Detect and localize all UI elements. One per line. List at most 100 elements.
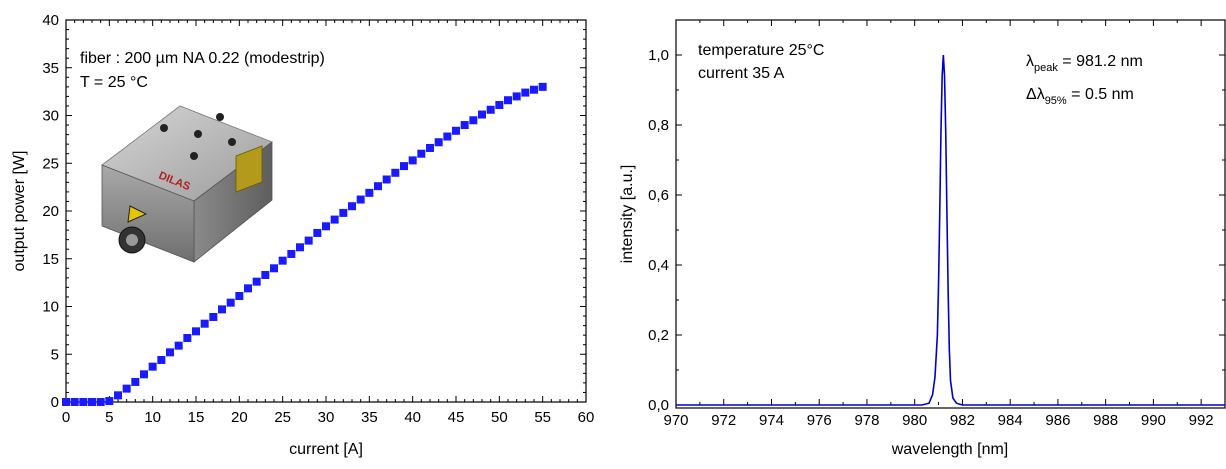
data-point	[166, 348, 174, 357]
peak-symbol: λ	[1026, 53, 1034, 70]
data-point	[374, 182, 382, 191]
x-tick-label: 45	[448, 409, 465, 426]
data-point	[122, 384, 131, 393]
module-hole	[160, 124, 168, 132]
y-tick-label: 0,0	[648, 397, 669, 414]
data-point	[200, 319, 209, 328]
right-x-axis-label: wavelength [nm]	[891, 441, 1009, 458]
left-annotation-fiber: fiber : 200 µm NA 0.22 (modestrip)	[80, 50, 325, 67]
x-tick-label: 40	[404, 409, 421, 426]
data-point	[261, 270, 270, 279]
data-point	[530, 85, 538, 94]
y-tick-label: 10	[42, 299, 59, 316]
data-point	[183, 334, 192, 343]
x-tick-label: 25	[274, 409, 291, 426]
data-point	[88, 398, 96, 406]
y-tick-label: 40	[42, 12, 59, 29]
bandwidth-symbol: Δλ	[1026, 86, 1045, 103]
data-point	[244, 284, 252, 293]
x-tick-label: 15	[188, 409, 205, 426]
data-point	[400, 162, 408, 171]
peak-wavelength-annotation: λpeak = 981.2 nm	[1026, 53, 1143, 74]
data-point	[330, 215, 339, 224]
y-tick-label: 0,4	[648, 257, 669, 274]
data-point	[209, 313, 218, 322]
left-chart: 0 5 10 15 20 25 30 35 40 45 50 55 60 0 5 10 15 20 25 30 35 40…	[11, 12, 594, 458]
x-tick-label: 60	[578, 409, 595, 426]
left-series-points	[62, 82, 547, 406]
data-point	[218, 305, 226, 314]
data-point	[192, 327, 200, 336]
x-tick-label: 990	[1141, 412, 1166, 429]
left-y-axis-label: output power [W]	[11, 151, 28, 272]
data-point	[226, 298, 235, 307]
data-point	[486, 105, 495, 114]
right-annotation-temperature: temperature 25°C	[698, 42, 824, 59]
data-point	[391, 168, 400, 177]
x-tick-label: 50	[491, 409, 508, 426]
data-point	[408, 156, 417, 165]
y-tick-label: 35	[42, 60, 59, 77]
module-hole	[190, 152, 198, 160]
right-plot-frame	[675, 19, 1226, 409]
data-point	[417, 149, 426, 158]
right-axis-ticks: 970 972 974 976 978 980 982 984 986 988 990 992 0,0 0…	[648, 20, 1225, 429]
laser-module-photo: DILAS	[101, 105, 273, 263]
data-point	[304, 236, 313, 245]
x-tick-label: 988	[1093, 412, 1118, 429]
data-point	[62, 398, 70, 406]
y-tick-label: 1,0	[648, 47, 669, 64]
right-chart: 970 972 974 976 978 980 982 984 986 988 990 992 0,0 0…	[619, 19, 1226, 458]
y-tick-label: 20	[42, 203, 59, 220]
x-tick-label: 970	[663, 412, 688, 429]
data-point	[322, 222, 330, 231]
y-tick-label: 0,8	[648, 117, 669, 134]
data-point	[96, 398, 105, 406]
bandwidth-annotation: Δλ95% = 0.5 nm	[1026, 86, 1134, 107]
y-tick-label: 5	[51, 346, 59, 363]
data-point	[70, 398, 79, 406]
right-y-axis-label: intensity [a.u.]	[619, 165, 636, 264]
data-point	[426, 143, 434, 152]
data-point	[105, 397, 114, 406]
data-point	[460, 121, 469, 130]
data-point	[296, 243, 304, 252]
x-tick-label: 982	[950, 412, 975, 429]
module-front-face	[101, 164, 195, 263]
data-point	[79, 398, 88, 406]
data-point	[504, 96, 512, 105]
data-point	[131, 377, 140, 386]
data-point	[478, 110, 486, 119]
peak-value: = 981.2 nm	[1058, 53, 1143, 70]
bandwidth-value: = 0.5 nm	[1067, 86, 1134, 103]
y-tick-label: 15	[42, 251, 59, 268]
data-point	[469, 116, 478, 125]
data-point	[140, 370, 148, 379]
x-tick-label: 20	[231, 409, 248, 426]
x-tick-label: 5	[105, 409, 113, 426]
data-point	[382, 175, 391, 184]
y-tick-label: 25	[42, 155, 59, 172]
x-tick-label: 986	[1045, 412, 1070, 429]
left-x-axis-label: current [A]	[289, 441, 363, 458]
bandwidth-subscript: 95%	[1045, 95, 1067, 107]
data-point	[365, 188, 374, 197]
data-point	[495, 100, 504, 109]
data-point	[443, 132, 452, 141]
right-annotation-current: current 35 A	[698, 65, 785, 82]
y-tick-label: 0	[51, 394, 59, 411]
data-point	[521, 88, 530, 97]
x-tick-label: 980	[902, 412, 927, 429]
data-point	[512, 92, 521, 101]
x-tick-label: 35	[361, 409, 378, 426]
data-point	[339, 208, 348, 217]
left-axis-ticks: 0 5 10 15 20 25 30 35 40 45 50 55 60 0 5 10 15 20 25 30 35 40	[42, 12, 594, 426]
spectrum-line	[676, 54, 1225, 406]
left-annotation-temperature: T = 25 °C	[80, 74, 148, 91]
x-tick-label: 972	[711, 412, 736, 429]
data-point	[538, 82, 547, 91]
x-tick-label: 976	[807, 412, 832, 429]
data-point	[114, 391, 122, 400]
x-tick-label: 10	[144, 409, 161, 426]
